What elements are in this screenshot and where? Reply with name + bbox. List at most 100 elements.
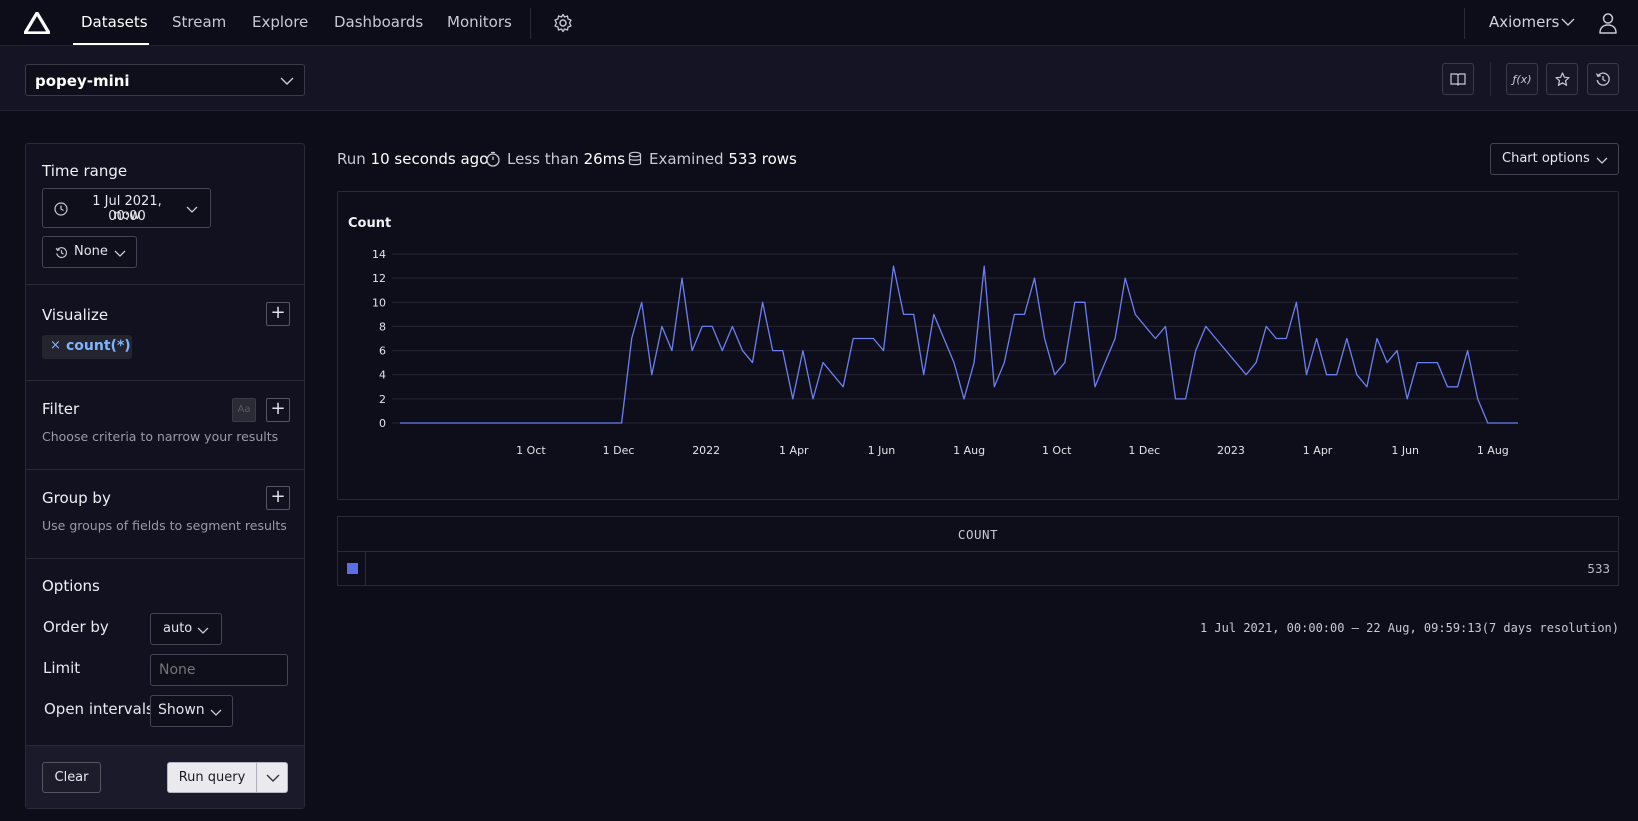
open-intervals-value: Shown [158, 702, 205, 718]
x-tick-label: 1 Dec [603, 444, 635, 457]
y-tick-label: 8 [379, 320, 386, 333]
clear-button[interactable]: Clear [42, 762, 101, 793]
y-tick-label: 2 [379, 393, 386, 406]
active-tab-indicator [73, 43, 149, 45]
query-time-range-footer: 1 Jul 2021, 00:00:00 — 22 Aug, 09:59:13(… [1199, 621, 1619, 635]
open-intervals-select[interactable]: Shown [150, 695, 233, 727]
add-filter-button[interactable]: + [266, 398, 290, 422]
nav-tab-datasets[interactable]: Datasets [81, 13, 148, 31]
time-range-start: 1 Jul 2021, 00:00 [92, 194, 162, 224]
time-range-section: Time range 1 Jul 2021, 00:00 now None [26, 144, 304, 285]
query-status: Run 10 seconds ago [337, 150, 488, 168]
visualize-title: Visualize [42, 306, 109, 324]
dataset-name: popey-mini [35, 72, 130, 90]
favorite-button[interactable] [1546, 63, 1578, 95]
limit-input[interactable] [150, 654, 288, 686]
time-range-title: Time range [42, 162, 128, 180]
add-visualization-button[interactable]: + [266, 302, 290, 326]
x-tick-label: 1 Aug [953, 444, 985, 457]
star-icon [1554, 71, 1570, 86]
dataset-select[interactable]: popey-mini [25, 64, 305, 96]
virtual-fields-button[interactable]: ƒ(x) [1506, 63, 1538, 95]
stopwatch-icon [486, 151, 500, 167]
order-by-select[interactable]: auto [150, 613, 222, 645]
run-query-divider [256, 763, 257, 792]
time-range-picker[interactable]: 1 Jul 2021, 00:00 now [42, 188, 211, 228]
series-swatch-cell [338, 552, 366, 585]
chart-options-label: Chart options [1502, 151, 1590, 166]
run-query-button[interactable]: Run query [167, 762, 288, 793]
settings-gear-icon[interactable] [553, 13, 573, 33]
order-by-label: Order by [43, 618, 109, 636]
nav-tab-monitors[interactable]: Monitors [447, 13, 512, 31]
table-row[interactable]: 533 [338, 552, 1618, 585]
y-tick-label: 14 [372, 248, 386, 261]
series-line-count[interactable] [400, 265, 1518, 424]
org-switcher[interactable]: Axiomers [1489, 13, 1560, 31]
function-icon: ƒ(x) [1512, 72, 1532, 86]
duration-value: 26ms [583, 150, 626, 168]
rows-examined: Examined 533 rows [649, 150, 797, 168]
x-tick-label: 1 Oct [1042, 444, 1072, 457]
rows-value: 533 rows [728, 150, 797, 168]
open-intervals-label: Open intervals [44, 700, 154, 718]
filter-description: Choose criteria to narrow your results [42, 429, 279, 444]
chevron-down-icon[interactable] [1561, 17, 1575, 27]
nav-tab-dashboards[interactable]: Dashboards [334, 13, 424, 31]
time-range-end: now [113, 208, 141, 223]
options-section: Options Order by auto Limit Open interva… [26, 559, 304, 745]
chart-panel: Count 0 2 4 6 8 10 12 14 1 Oct 1 Dec 2022 1 Apr 1 Ju… [337, 191, 1619, 500]
group-by-section: Group by + Use groups of fields to segme… [26, 470, 304, 559]
count-value: 533 [1587, 561, 1610, 576]
y-tick-label: 4 [379, 369, 386, 382]
x-tick-label: 1 Apr [779, 444, 809, 457]
order-by-value: auto [163, 621, 193, 636]
duration-prefix: Less than [507, 150, 579, 168]
compare-value: None [74, 244, 108, 259]
visualize-section: Visualize + [26, 285, 304, 381]
query-history-button[interactable] [1587, 63, 1619, 95]
x-tick-label: 2022 [692, 444, 720, 457]
group-by-description: Use groups of fields to segment results [42, 518, 287, 533]
x-tick-label: 1 Jun [1391, 444, 1419, 457]
y-tick-label: 10 [372, 296, 386, 309]
rows-prefix: Examined [649, 150, 724, 168]
clock-icon [54, 202, 68, 216]
nav-tab-explore[interactable]: Explore [252, 13, 309, 31]
visualization-chip[interactable]: × count(*) [42, 335, 132, 359]
history-icon [55, 247, 68, 259]
run-prefix: Run [337, 150, 366, 168]
database-icon [628, 151, 642, 166]
add-group-by-button[interactable]: + [266, 486, 290, 510]
run-query-label: Run query [178, 770, 246, 785]
x-tick-label: 1 Aug [1477, 444, 1509, 457]
chip-label: count(*) [66, 338, 131, 354]
chevron-down-icon [197, 627, 209, 634]
axiom-logo-icon[interactable] [24, 12, 50, 34]
nav-divider [530, 8, 531, 39]
remove-chip-icon[interactable]: × [50, 338, 61, 353]
y-tick-label: 12 [372, 272, 386, 285]
run-time-ago: 10 seconds ago [370, 150, 489, 168]
compare-select[interactable]: None [42, 236, 137, 268]
results-table: COUNT 533 [337, 516, 1619, 586]
chart-title: Count [348, 216, 392, 231]
query-builder-sidebar: Time range 1 Jul 2021, 00:00 now None Vi… [25, 143, 305, 809]
count-line-chart[interactable]: 0 2 4 6 8 10 12 14 1 Oct 1 Dec 2022 1 Apr 1 Jun 1 Aug… [338, 192, 1618, 499]
run-options-chevron-icon[interactable] [266, 773, 280, 783]
chart-options-button[interactable]: Chart options [1490, 143, 1619, 175]
table-header-count[interactable]: COUNT [338, 517, 1618, 552]
x-tick-label: 1 Oct [516, 444, 546, 457]
book-icon [1450, 73, 1466, 86]
text-filter-button[interactable]: Aa [232, 398, 256, 422]
filter-section: Filter Aa + Choose criteria to narrow yo… [26, 381, 304, 470]
x-tick-label: 1 Dec [1128, 444, 1160, 457]
user-profile-icon[interactable] [1598, 12, 1618, 34]
x-tick-label: 1 Apr [1303, 444, 1333, 457]
series-color-swatch [347, 563, 358, 574]
docs-book-button[interactable] [1442, 63, 1474, 95]
chevron-down-icon [280, 77, 294, 85]
nav-divider-right [1464, 8, 1465, 39]
x-tick-label: 1 Jun [868, 444, 896, 457]
nav-tab-stream[interactable]: Stream [172, 13, 227, 31]
